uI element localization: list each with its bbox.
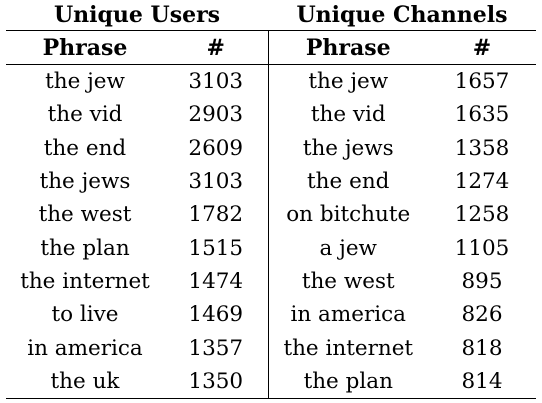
channels-count-cell: 1258 xyxy=(454,202,510,228)
users-phrase-cell: the plan xyxy=(40,235,130,261)
channels-count-cell: 1657 xyxy=(454,69,510,95)
column-header-row: Phrase # Phrase # xyxy=(6,30,536,65)
channels-count-cell: 1358 xyxy=(454,135,510,161)
table-row: the end 2609 the jews 1358 xyxy=(6,131,536,165)
channels-count-cell: 895 xyxy=(461,268,503,294)
users-count-cell: 2903 xyxy=(164,98,269,132)
table-row: the west 1782 on bitchute 1258 xyxy=(6,198,536,232)
users-count-cell: 3103 xyxy=(164,64,269,99)
column-header-channels-phrase: Phrase xyxy=(268,30,428,65)
column-header-users-phrase: Phrase xyxy=(6,30,164,65)
users-count-cell: 2609 xyxy=(164,131,269,165)
users-count-cell: 1782 xyxy=(164,198,269,232)
group-header-unique-users: Unique Users xyxy=(53,2,221,28)
users-phrase-cell: the uk xyxy=(6,364,164,399)
channels-phrase-cell: the jews xyxy=(302,135,394,161)
channels-count-cell: 1274 xyxy=(454,169,510,195)
users-phrase-cell: the vid xyxy=(47,102,123,128)
table-row: the uk 1350 the plan 814 xyxy=(6,364,536,399)
table-row: the jews 3103 the end 1274 xyxy=(6,164,536,199)
channels-phrase-cell: the end xyxy=(307,169,390,195)
channels-phrase-cell: a jew xyxy=(319,235,377,261)
users-count-cell: 1474 xyxy=(164,264,269,299)
channels-phrase-cell: the west xyxy=(301,268,395,294)
users-count-cell: 1350 xyxy=(164,364,269,399)
table-row: to live 1469 in america 826 xyxy=(6,298,536,332)
table-row: the vid 2903 the vid 1635 xyxy=(6,98,536,132)
table-row: the plan 1515 a jew 1105 xyxy=(6,231,536,265)
users-phrase-cell: the west xyxy=(38,202,132,228)
group-header-row: Unique Users Unique Channels xyxy=(6,0,536,31)
table-row: the jew 3103 the jew 1657 xyxy=(6,64,536,99)
column-header-channels-count: # xyxy=(428,30,536,65)
table-row: the internet 1474 the west 895 xyxy=(6,264,536,299)
channels-phrase-cell: the vid xyxy=(310,102,386,128)
users-phrase-cell: the internet xyxy=(20,268,150,294)
users-phrase-cell: to live xyxy=(51,302,119,328)
channels-count-cell: 826 xyxy=(461,302,503,328)
channels-phrase-cell: in america xyxy=(290,302,407,328)
channels-count-cell: 814 xyxy=(428,364,536,399)
users-phrase-cell: the end xyxy=(43,135,127,161)
channels-phrase-cell: the internet xyxy=(283,335,414,361)
users-phrase-cell: the jew xyxy=(45,69,125,95)
group-header-unique-channels: Unique Channels xyxy=(296,2,508,28)
users-count-cell: 1515 xyxy=(164,231,269,265)
users-count-cell: 1357 xyxy=(164,331,269,365)
phrase-frequency-table: Unique Users Unique Channels Phrase # Ph… xyxy=(6,0,536,399)
channels-phrase-cell: on bitchute xyxy=(286,202,411,228)
users-count-cell: 3103 xyxy=(164,164,269,199)
channels-count-cell: 818 xyxy=(461,335,503,361)
column-header-users-count: # xyxy=(164,30,269,65)
table-row: in america 1357 the internet 818 xyxy=(6,331,536,365)
channels-phrase-cell: the jew xyxy=(308,69,389,95)
channels-count-cell: 1105 xyxy=(454,235,510,261)
users-count-cell: 1469 xyxy=(164,298,269,332)
users-phrase-cell: in america xyxy=(27,335,143,361)
users-phrase-cell: the jews xyxy=(39,169,131,195)
channels-phrase-cell: the plan xyxy=(268,364,428,399)
channels-count-cell: 1635 xyxy=(454,102,510,128)
